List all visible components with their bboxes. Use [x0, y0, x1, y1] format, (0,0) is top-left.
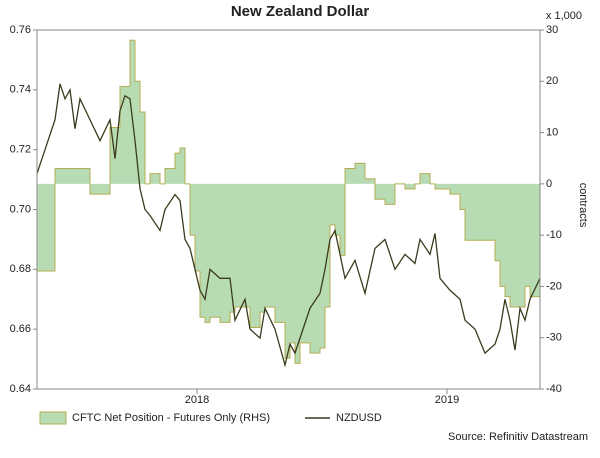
area-step [70, 168, 76, 184]
area-step [325, 183, 331, 307]
y2-tick-label: 10 [546, 126, 558, 138]
y2-tick-label: -40 [546, 383, 562, 395]
area-step [300, 183, 311, 343]
area-step [37, 183, 46, 272]
area-step [500, 183, 506, 287]
area-step [515, 183, 521, 307]
legend-label: CFTC Net Position - Futures Only (RHS) [72, 412, 270, 424]
area-step [55, 168, 61, 184]
area-step [365, 178, 376, 184]
area-step [290, 183, 296, 343]
y2-tick-label: -20 [546, 280, 562, 292]
y2-tick-label: 0 [546, 178, 552, 190]
area-step [530, 183, 541, 297]
y-tick-label: 0.68 [10, 263, 31, 275]
area-step [265, 183, 276, 307]
area-step [405, 183, 416, 189]
y-tick-label: 0.70 [10, 203, 31, 215]
area-step [65, 168, 71, 184]
y-tick-label: 0.76 [10, 24, 31, 36]
chart-title: New Zealand Dollar [231, 3, 370, 20]
x-tick-label: 2018 [185, 394, 209, 406]
area-step [90, 183, 101, 195]
y-tick-label: 0.72 [10, 144, 31, 156]
area-step [250, 183, 261, 328]
area-step [525, 183, 531, 287]
area-step [235, 183, 246, 307]
area-step [475, 183, 486, 241]
y2-tick-label: -30 [546, 332, 562, 344]
area-step [330, 183, 336, 225]
area-step [205, 183, 211, 323]
area-step [385, 183, 396, 205]
area-step [75, 168, 81, 184]
area-step [140, 112, 146, 184]
area-step [310, 183, 321, 354]
area-step [450, 183, 461, 195]
area-step [125, 86, 131, 184]
area-step [245, 183, 251, 307]
y2-tick-label: -10 [546, 229, 562, 241]
area-step [320, 183, 326, 348]
area-step [435, 183, 441, 189]
area-step [345, 168, 356, 184]
source: Source: Refinitiv Datastream [448, 431, 588, 443]
area-step [130, 40, 136, 184]
area-step [495, 183, 501, 261]
area-outline [37, 39, 541, 364]
area-step [45, 183, 56, 272]
area-step [485, 183, 496, 241]
area-step [195, 183, 201, 272]
area-step [420, 173, 431, 184]
area-step [510, 183, 516, 307]
y2-tick-label: 20 [546, 75, 558, 87]
area-step [285, 183, 291, 359]
area-step [80, 168, 91, 184]
area-step [465, 183, 476, 241]
area-step [150, 173, 161, 184]
y-tick-label: 0.64 [10, 383, 31, 395]
area-step [295, 183, 301, 364]
y2-axis-label: contracts [577, 183, 589, 228]
area-step [100, 183, 111, 195]
y-tick-label: 0.74 [10, 84, 31, 96]
legend-label: NZDUSD [336, 412, 382, 424]
area-step [275, 183, 286, 323]
area-step [120, 86, 126, 184]
area-step [60, 168, 66, 184]
area-step [440, 183, 451, 189]
area-step [175, 153, 181, 184]
area-step [110, 127, 116, 184]
area-step [230, 183, 236, 313]
area-step [190, 183, 196, 236]
area-step [180, 147, 186, 184]
area-step [355, 163, 366, 184]
area-step [260, 183, 266, 313]
area-step [165, 168, 176, 184]
legend-swatch [39, 411, 67, 425]
area-step [220, 183, 231, 323]
area-step [340, 183, 346, 256]
area-step [135, 81, 141, 184]
area-step [505, 183, 511, 297]
y2-tick-label: 30 [546, 24, 558, 36]
line [36, 83, 541, 368]
area-step [335, 183, 341, 236]
area-step [375, 183, 386, 200]
area-step [200, 183, 206, 318]
area-step [210, 183, 221, 318]
y-tick-label: 0.66 [10, 323, 31, 335]
x-tick-label: 2019 [435, 394, 459, 406]
area-step [460, 183, 466, 210]
y2-unit: x 1,000 [546, 10, 582, 22]
area-step [520, 183, 526, 307]
area-step [115, 127, 121, 184]
